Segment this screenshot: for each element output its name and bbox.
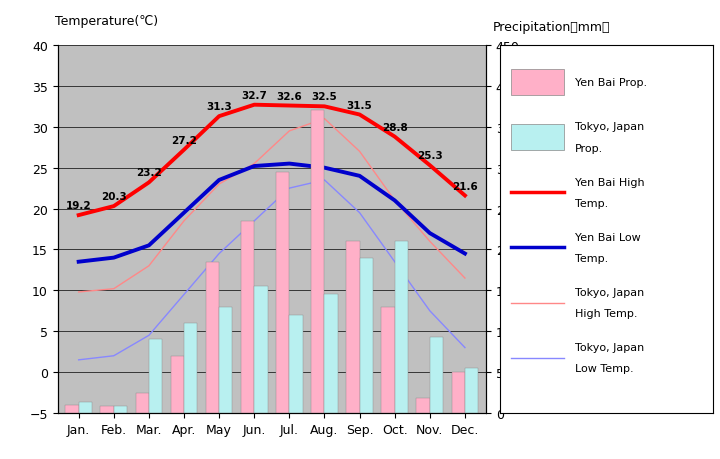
- Bar: [311, 111, 325, 413]
- FancyBboxPatch shape: [511, 70, 564, 95]
- Bar: [359, 258, 373, 413]
- Text: Yen Bai High: Yen Bai High: [575, 177, 644, 187]
- Text: High Temp.: High Temp.: [575, 308, 637, 319]
- Bar: [430, 337, 444, 413]
- Text: 31.3: 31.3: [206, 102, 232, 112]
- Text: Temperature(℃): Temperature(℃): [55, 15, 158, 28]
- Bar: [416, 398, 430, 413]
- Text: 20.3: 20.3: [101, 192, 127, 202]
- Text: Yen Bai Low: Yen Bai Low: [575, 232, 641, 242]
- Bar: [114, 407, 127, 413]
- Text: 27.2: 27.2: [171, 135, 197, 146]
- Text: 19.2: 19.2: [66, 201, 91, 211]
- Text: 21.6: 21.6: [452, 181, 478, 191]
- Text: Precipitation（mm）: Precipitation（mm）: [493, 22, 611, 34]
- Text: 32.5: 32.5: [312, 92, 338, 102]
- Bar: [66, 405, 78, 413]
- Bar: [346, 242, 359, 413]
- Bar: [395, 242, 408, 413]
- Text: Temp.: Temp.: [575, 253, 608, 263]
- Text: Tokyo, Japan: Tokyo, Japan: [575, 342, 644, 353]
- Bar: [206, 262, 219, 413]
- Text: 23.2: 23.2: [136, 168, 162, 178]
- Bar: [101, 407, 114, 413]
- Bar: [219, 307, 233, 413]
- Text: Yen Bai Prop.: Yen Bai Prop.: [575, 78, 647, 88]
- Text: 28.8: 28.8: [382, 123, 408, 132]
- Bar: [184, 323, 197, 413]
- Text: 32.6: 32.6: [276, 91, 302, 101]
- Text: 32.7: 32.7: [241, 90, 267, 101]
- Bar: [149, 340, 162, 413]
- Text: 25.3: 25.3: [417, 151, 443, 161]
- Text: 31.5: 31.5: [347, 101, 372, 110]
- Bar: [325, 295, 338, 413]
- Text: Tokyo, Japan: Tokyo, Japan: [575, 287, 644, 297]
- Bar: [171, 356, 184, 413]
- Bar: [276, 173, 289, 413]
- FancyBboxPatch shape: [511, 125, 564, 151]
- Bar: [241, 221, 254, 413]
- Text: Tokyo, Japan: Tokyo, Japan: [575, 122, 644, 132]
- Bar: [465, 368, 478, 413]
- Bar: [289, 315, 302, 413]
- Bar: [78, 403, 92, 413]
- Text: Prop.: Prop.: [575, 143, 603, 153]
- Bar: [382, 307, 395, 413]
- Bar: [254, 286, 268, 413]
- Bar: [451, 372, 465, 413]
- Bar: [135, 393, 149, 413]
- Text: Temp.: Temp.: [575, 198, 608, 208]
- Text: Low Temp.: Low Temp.: [575, 364, 634, 374]
